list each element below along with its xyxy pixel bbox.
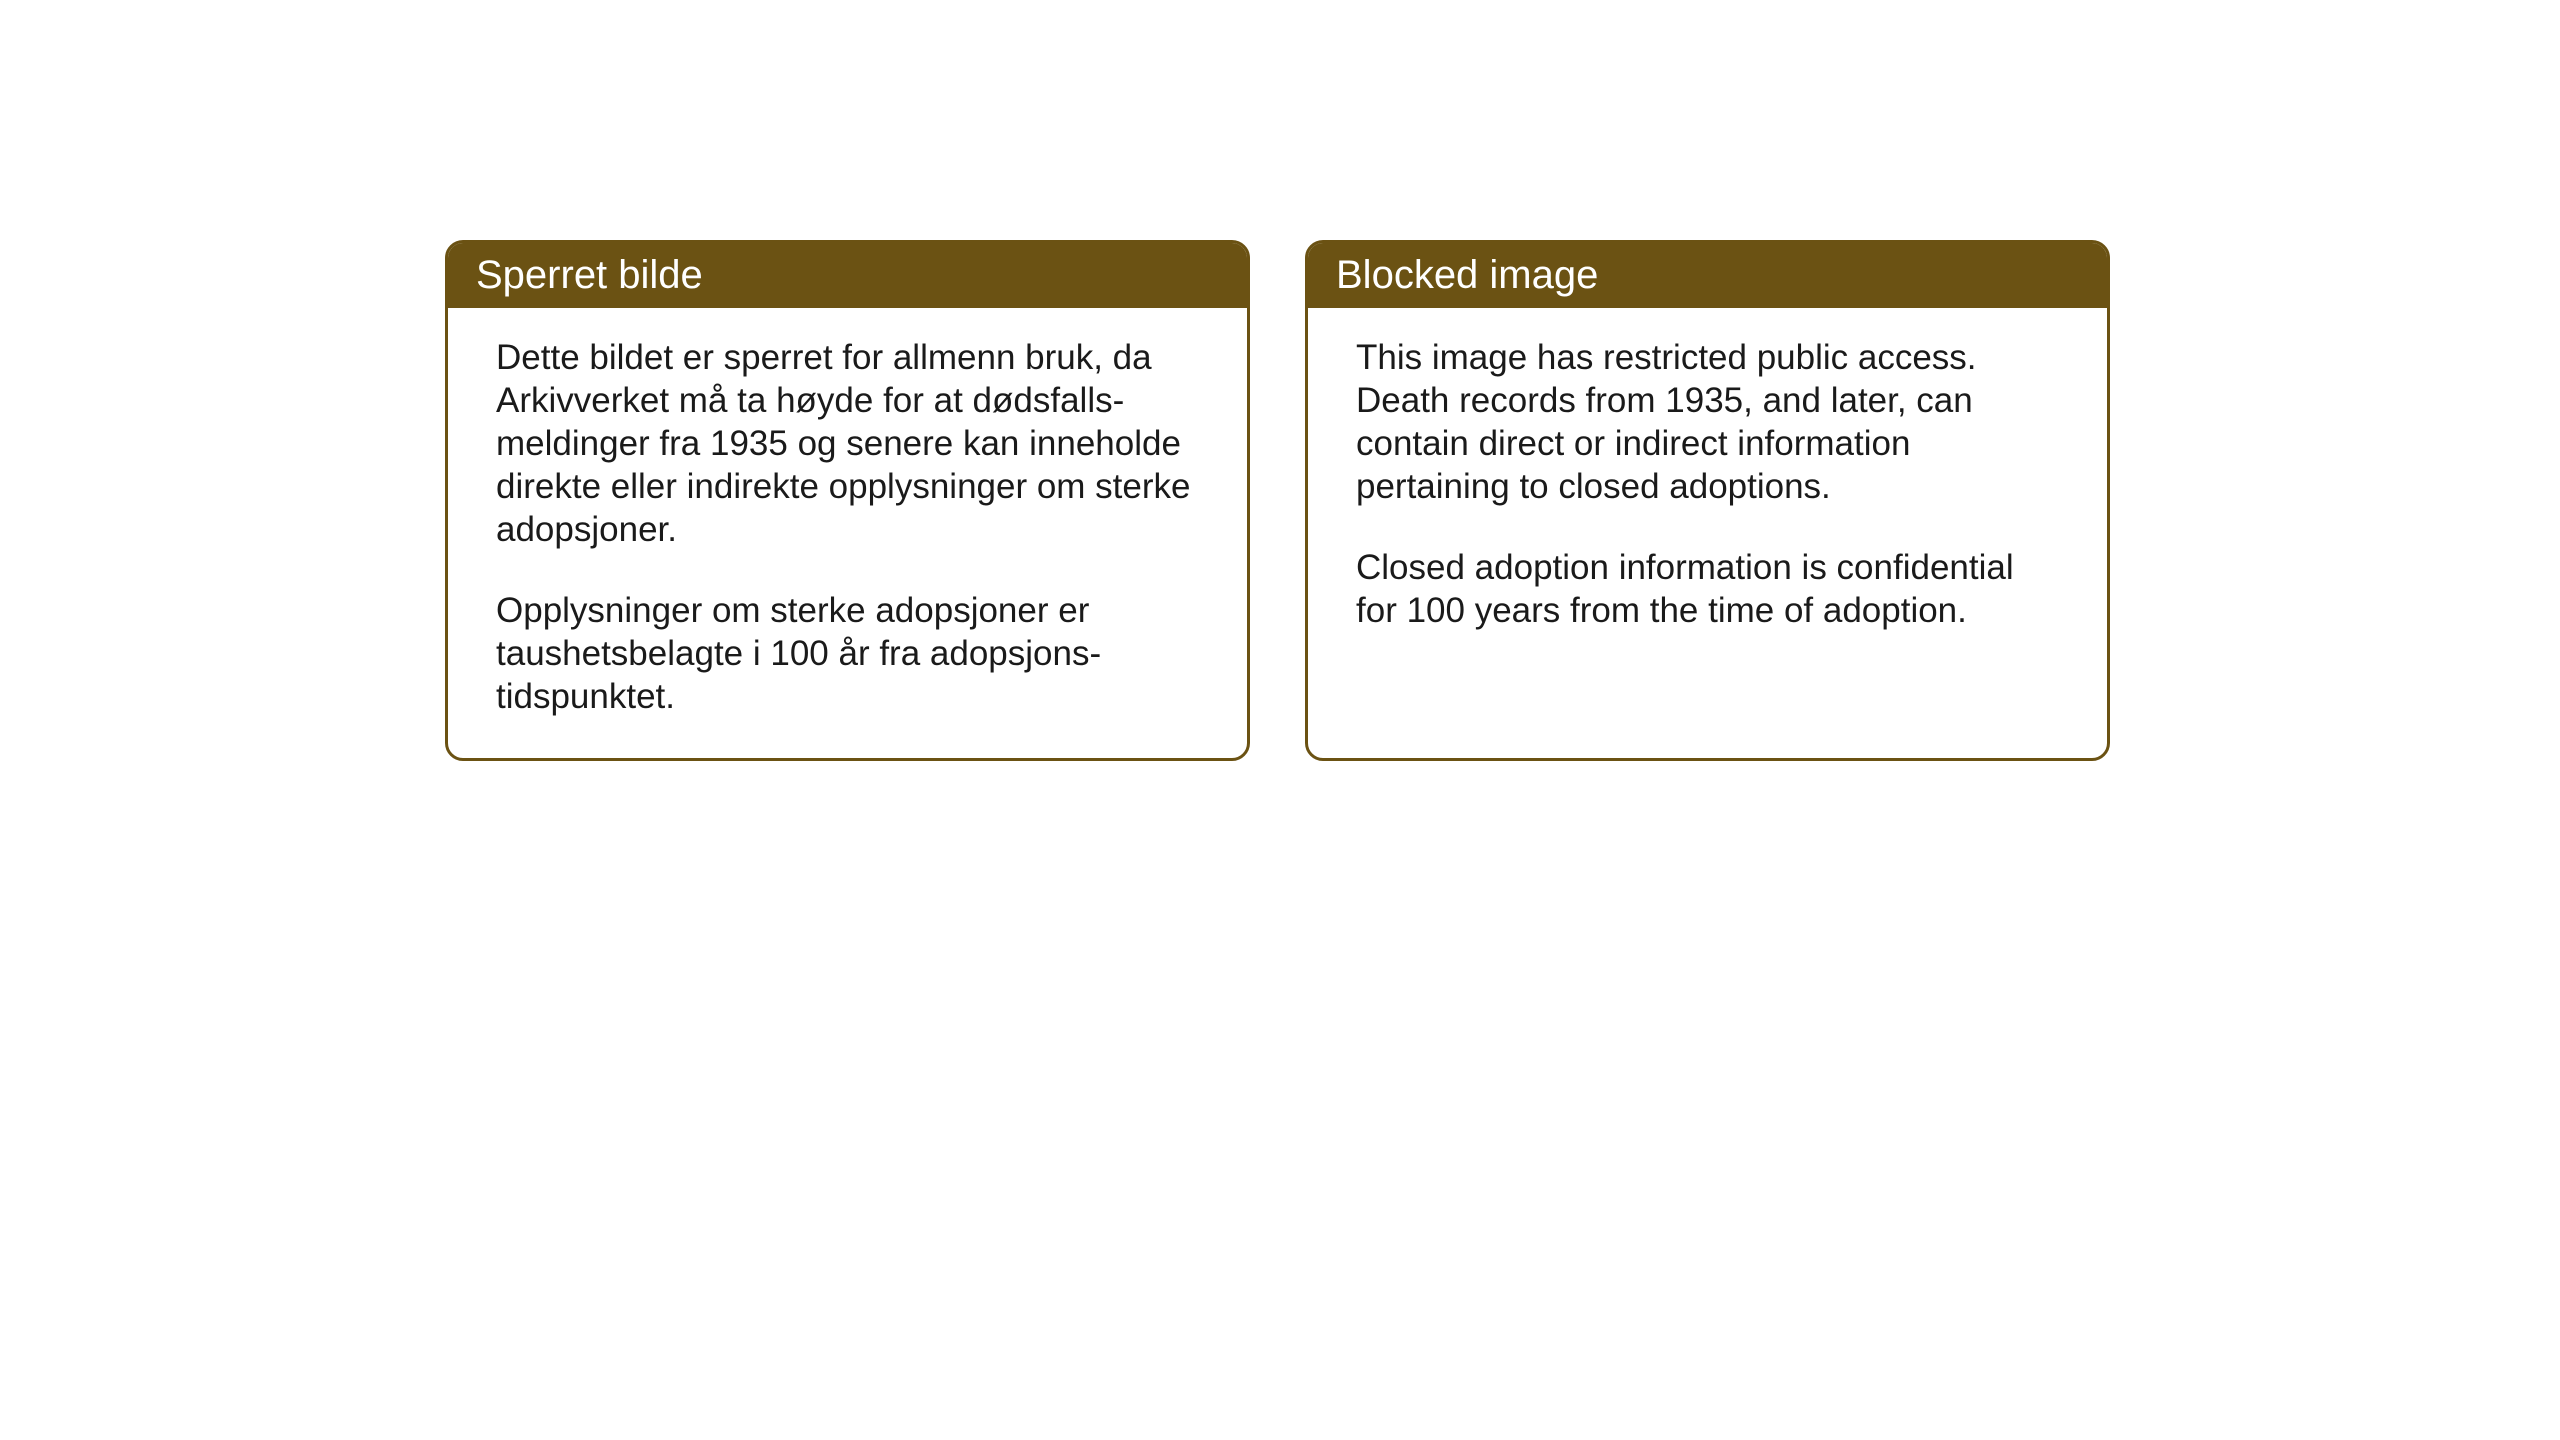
norwegian-paragraph-1: Dette bildet er sperret for allmenn bruk… — [496, 336, 1199, 551]
norwegian-notice-title: Sperret bilde — [448, 243, 1247, 308]
notice-container: Sperret bilde Dette bildet er sperret fo… — [445, 240, 2110, 761]
english-notice-box: Blocked image This image has restricted … — [1305, 240, 2110, 761]
norwegian-paragraph-2: Opplysninger om sterke adopsjoner er tau… — [496, 589, 1199, 718]
english-paragraph-1: This image has restricted public access.… — [1356, 336, 2059, 508]
english-notice-title: Blocked image — [1308, 243, 2107, 308]
norwegian-notice-box: Sperret bilde Dette bildet er sperret fo… — [445, 240, 1250, 761]
english-notice-body: This image has restricted public access.… — [1308, 308, 2107, 732]
english-paragraph-2: Closed adoption information is confident… — [1356, 546, 2059, 632]
norwegian-notice-body: Dette bildet er sperret for allmenn bruk… — [448, 308, 1247, 758]
